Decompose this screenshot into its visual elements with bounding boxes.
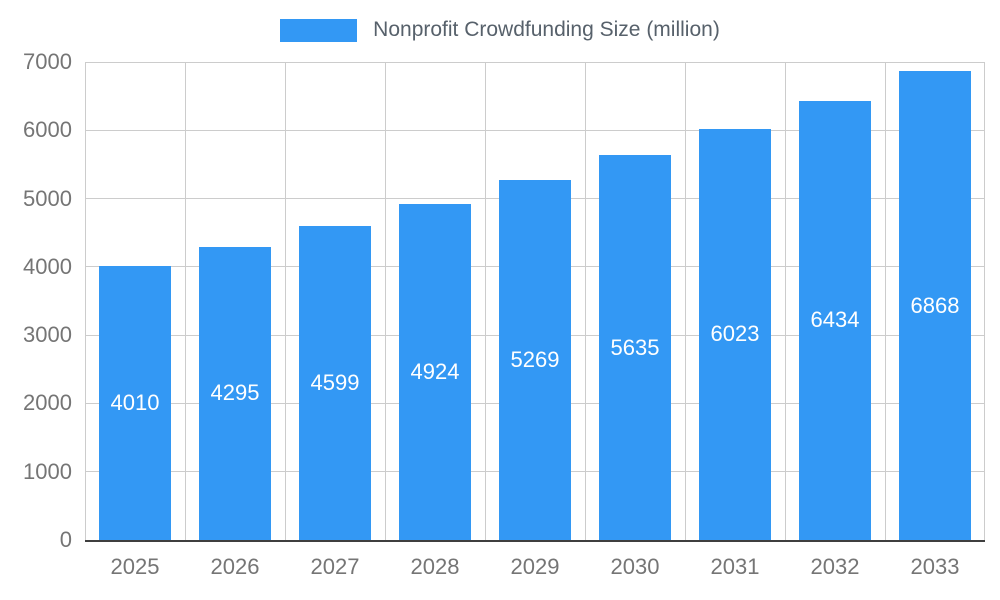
v-gridline [385,62,386,540]
y-tick-label: 7000 [23,49,72,74]
v-gridline [685,62,686,540]
v-gridline [885,62,886,540]
y-axis-labels: 0 1000 2000 3000 4000 5000 6000 7000 [0,51,75,551]
bar-value-label: 6434 [810,307,860,333]
v-gridline [485,62,486,540]
y-tick-label: 1000 [23,458,72,484]
bar-value-label: 4924 [410,358,460,384]
legend-swatch [280,18,358,42]
x-axis-labels: 2025 2026 2027 2028 2029 2030 2031 2032 2033 [85,556,985,586]
x-tick-label: 2025 [110,554,160,579]
x-tick-label: 2027 [310,554,360,579]
bar: 5635 [599,155,671,540]
bar-value-label: 5635 [610,334,660,360]
bar-value-label: 6868 [910,292,960,318]
chart-legend: Nonprofit Crowdfunding Size (million) [0,16,1000,44]
y-tick-label: 2000 [23,390,72,416]
h-gridline [85,61,985,63]
v-gridline [585,62,586,540]
y-tick-label: 0 [59,527,72,552]
y-tick-label: 4000 [23,253,72,279]
legend-label: Nonprofit Crowdfunding Size (million) [373,18,720,41]
bar: 4295 [199,246,271,540]
bar-value-label: 5269 [510,347,560,373]
bar: 6434 [799,100,871,540]
x-tick-label: 2026 [210,554,260,579]
x-tick-label: 2031 [710,554,760,579]
bar-value-label: 4599 [310,369,360,395]
bar: 4010 [99,266,171,540]
v-gridline [185,62,186,540]
h-gridline [85,129,985,131]
y-tick-label: 5000 [23,185,72,211]
x-tick-label: 2032 [810,554,860,579]
bar-value-label: 4295 [210,380,260,406]
x-tick-label: 2030 [610,554,660,579]
plot-area: 4010 4295 4599 4924 5269 5635 6023 6434 6868 [85,61,985,542]
bar-value-label: 4010 [110,390,160,416]
bar: 4599 [299,225,371,540]
x-tick-label: 2033 [910,554,960,579]
y-tick-label: 6000 [23,117,72,143]
bar-value-label: 6023 [710,321,760,347]
bar: 6868 [899,71,971,540]
v-gridline [984,62,985,540]
x-tick-label: 2029 [510,554,560,579]
bar: 4924 [399,203,471,540]
v-gridline [285,62,286,540]
v-gridline [785,62,786,540]
bar: 6023 [699,128,771,540]
v-gridline [85,62,86,540]
bar: 5269 [499,180,571,540]
y-tick-label: 3000 [23,322,72,348]
x-tick-label: 2028 [410,554,460,579]
